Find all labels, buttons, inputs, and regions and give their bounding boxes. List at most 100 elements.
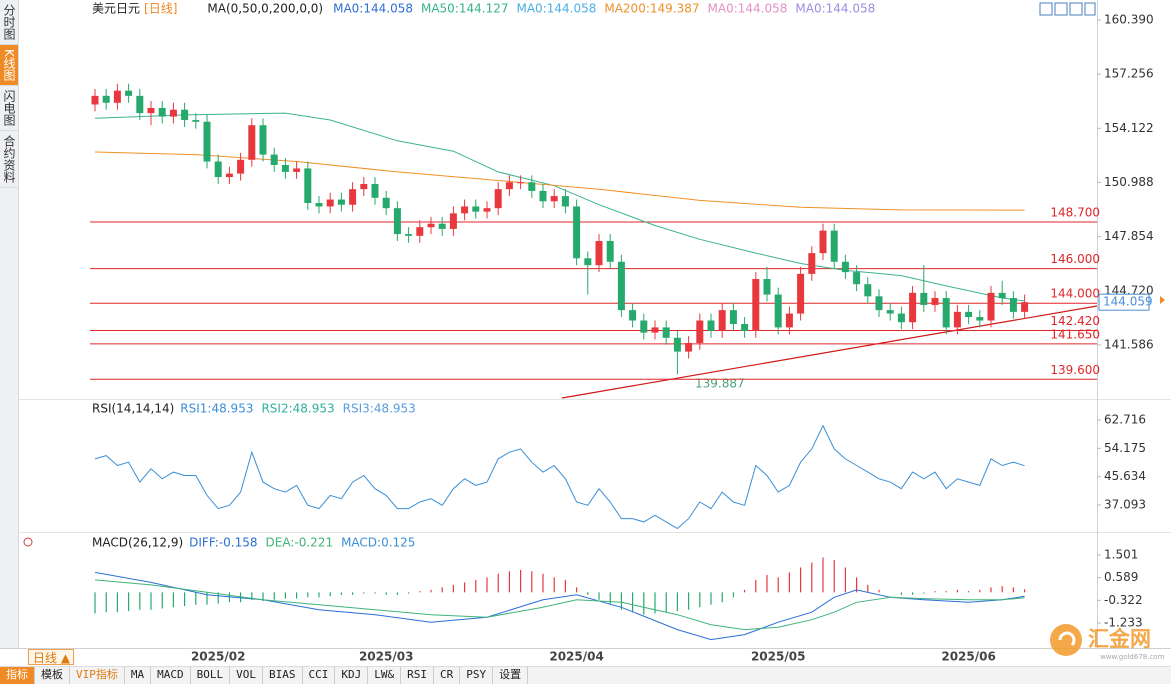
toolbar-tab[interactable]: VIP指标	[70, 667, 125, 684]
toolbar-tab[interactable]: CCI	[303, 667, 336, 684]
candle-body	[640, 320, 648, 333]
candle-body	[237, 159, 245, 174]
watermark-logo	[1050, 624, 1082, 656]
legend-entry: DIFF:-0.158	[189, 536, 257, 550]
toolbar: 指标 模板 VIP指标 MA MACD BOLL VOL BIAS CCI KDJ LW& RSI CR…	[0, 666, 1171, 684]
legend-entry: MA0:144.058	[333, 2, 413, 16]
toolbar-tab[interactable]: 模板	[35, 667, 70, 684]
icon-full[interactable]	[1084, 2, 1096, 16]
candle-body	[102, 95, 110, 103]
candle-body	[393, 208, 401, 235]
candle-body	[606, 241, 614, 262]
candle-body	[1009, 298, 1017, 312]
candle-body	[113, 90, 121, 103]
legend-entry: MA0:144.058	[708, 2, 788, 16]
candle-body	[248, 125, 256, 160]
candle-body	[192, 120, 200, 122]
candle-body	[920, 292, 928, 305]
rsi-line	[94, 424, 1025, 530]
candle-body	[158, 107, 166, 117]
watermark-logo-mark	[1058, 631, 1076, 647]
candle-body	[539, 190, 547, 202]
toolbar-tab[interactable]: MA	[125, 667, 152, 684]
legend-entry: RSI3:48.953	[343, 402, 416, 416]
candle-body	[214, 161, 222, 178]
candle-body	[729, 310, 737, 324]
x-tick-label: 2025/04	[549, 650, 603, 664]
y-tick-label: 154.122	[1104, 121, 1154, 135]
toolbar-tab[interactable]: BOLL	[191, 667, 231, 684]
period-arrow[interactable]: ▲	[57, 651, 71, 665]
toolbar-tab[interactable]: PSY	[460, 667, 494, 684]
period-button[interactable]: 日线 ▲	[28, 649, 74, 665]
candle-body	[304, 168, 312, 203]
toolbar-tab[interactable]: RSI	[401, 667, 434, 684]
candle-body	[853, 272, 861, 285]
candle-body	[483, 208, 491, 212]
candle-body	[181, 109, 189, 121]
legend-entry: MA0:144.058	[516, 2, 596, 16]
toolbar-tab[interactable]: 指标	[0, 667, 35, 684]
icon-zoom[interactable]	[1054, 2, 1068, 16]
candle-body	[382, 197, 390, 209]
candle-body	[528, 182, 536, 191]
toolbar-tab[interactable]: 设置	[493, 667, 529, 684]
x-tick-label: 2025/03	[359, 650, 413, 664]
candle-body	[360, 183, 368, 190]
icon-move[interactable]	[1039, 2, 1053, 16]
toolbar-tab[interactable]: MACD	[151, 667, 191, 684]
y-tick-label: 1.501	[1104, 548, 1138, 562]
candle-body	[259, 125, 267, 155]
toolbar-tab[interactable]: VOL	[230, 667, 263, 684]
level-label: 139.600	[1050, 363, 1100, 377]
period-label[interactable]: 日线	[33, 651, 58, 665]
legend-entry: [日线]	[144, 2, 177, 16]
candle-body	[886, 310, 894, 314]
moving-average	[94, 112, 1025, 302]
macd-line	[94, 571, 1025, 641]
toolbar-tab[interactable]: LW&	[368, 667, 402, 684]
sidebar-tab[interactable]: K线图	[0, 45, 18, 86]
legend-entry: 美元日元	[92, 2, 140, 16]
legend-entry: MA200:149.387	[604, 2, 699, 16]
candle-body	[819, 230, 827, 254]
settings-icon[interactable]	[23, 537, 33, 547]
y-tick-label: -1.233	[1104, 616, 1143, 630]
y-tick-label: 45.634	[1104, 469, 1146, 483]
candle-body	[718, 310, 726, 331]
y-tick-label: 150.988	[1104, 175, 1154, 189]
candle-body	[405, 234, 413, 236]
chart: 汇金网 www.gold678.com 139.887 160.390 157.2…	[0, 0, 1171, 664]
candle-body	[797, 273, 805, 314]
toolbar-tab[interactable]: CR	[434, 667, 461, 684]
candle-body	[472, 206, 480, 212]
candle-body	[673, 337, 681, 352]
watermark: 汇金网 www.gold678.com	[1050, 624, 1165, 661]
icon-grid[interactable]	[1069, 2, 1083, 16]
candle-body	[662, 327, 670, 338]
toolbar-tab[interactable]: BIAS	[263, 667, 303, 684]
sidebar-tab[interactable]: 分时图	[0, 0, 18, 45]
candle-body	[416, 227, 424, 236]
candle-body	[517, 182, 525, 184]
candle-body	[550, 196, 558, 202]
toolbar-tab[interactable]: KDJ	[335, 667, 369, 684]
legend-entry: MACD:0.125	[341, 536, 415, 550]
toolbar-icons[interactable]	[1039, 2, 1096, 16]
y-tick-label: 0.589	[1104, 570, 1138, 584]
candle-body	[897, 313, 905, 323]
candle-body	[998, 292, 1006, 299]
candle-body	[349, 189, 357, 205]
candle-body	[976, 317, 984, 321]
candle-body	[617, 261, 625, 311]
candle-body	[371, 183, 379, 198]
sidebar-tab[interactable]: 闪电图	[0, 86, 18, 131]
sidebar-tab[interactable]: 合约资料	[0, 131, 18, 188]
legend-entry: RSI(14,14,14)	[92, 402, 174, 416]
candle-body	[337, 199, 345, 205]
candle-body	[651, 327, 659, 333]
legend-entry: MACD(26,12,9)	[92, 536, 183, 550]
y-tick-label: 147.854	[1104, 229, 1154, 243]
candle-body	[494, 189, 502, 209]
